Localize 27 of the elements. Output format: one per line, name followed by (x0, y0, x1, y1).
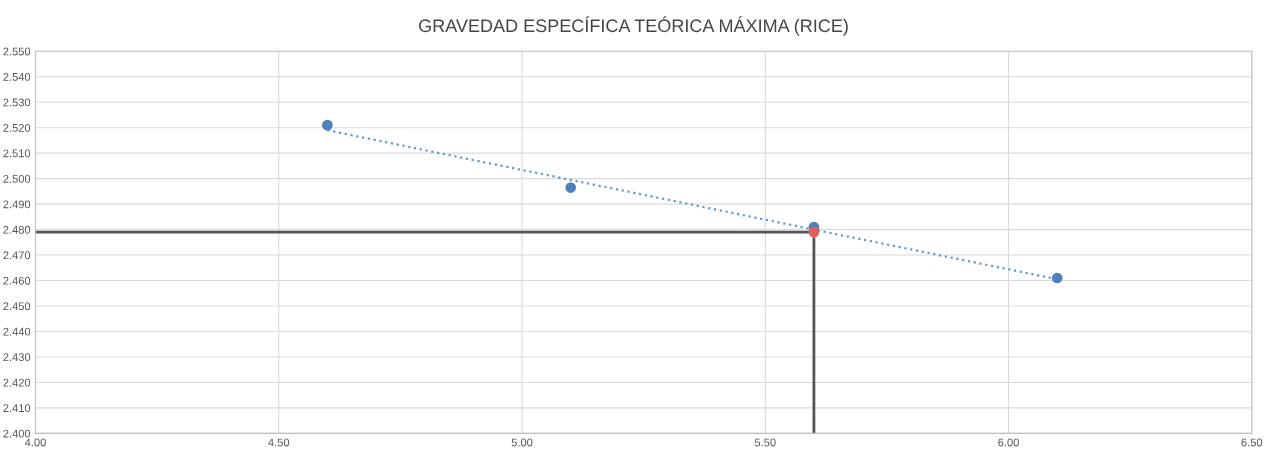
y-tick-label: 2.550 (3, 47, 31, 56)
y-tick-label: 2.450 (3, 302, 31, 311)
point (1051, 272, 1063, 284)
x-tick-label: 5.00 (511, 438, 533, 447)
x-tick-label: 6.50 (1241, 438, 1263, 447)
y-tick-label: 2.490 (3, 200, 31, 209)
x-tick-label: 6.00 (998, 438, 1019, 447)
x-tick-label: 5.50 (754, 438, 776, 447)
point (322, 119, 333, 131)
y-tick-label: 2.540 (3, 73, 31, 81)
y-tick-label: 2.460 (3, 276, 31, 285)
y-tick-label: 2.520 (3, 123, 31, 132)
y-tick-label: 2.410 (3, 404, 31, 413)
y-tick-label: 2.510 (3, 149, 31, 158)
point (808, 226, 820, 238)
y-tick-label: 2.480 (3, 225, 31, 234)
y-tick-label: 2.500 (3, 174, 31, 183)
y-tick-label: 2.530 (3, 98, 31, 107)
x-tick-label: 4.50 (268, 438, 290, 447)
chart-title: GRAVEDAD ESPECÍFICA TEÓRICA MÁXIMA (RICE) (419, 16, 848, 36)
y-tick-label: 2.440 (3, 327, 31, 336)
y-tick-label: 2.470 (3, 251, 31, 260)
y-tick-label: 2.400 (3, 429, 31, 438)
point (565, 182, 577, 193)
y-tick-label: 2.430 (3, 353, 31, 362)
y-tick-label: 2.420 (3, 378, 31, 387)
x-tick-label: 4.00 (24, 438, 46, 447)
